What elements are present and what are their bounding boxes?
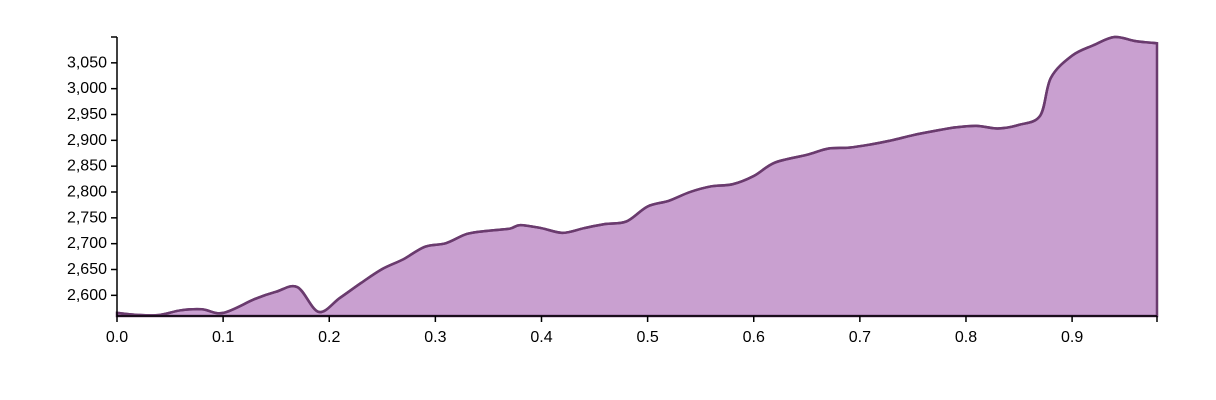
- y-tick-label: 2,800: [67, 184, 107, 201]
- area-fill: [115, 35, 1159, 318]
- x-tick-label: 0.3: [424, 329, 446, 346]
- x-tick-label: 0.2: [318, 329, 340, 346]
- x-tick-label: 0.9: [1061, 329, 1083, 346]
- area-line: [116, 35, 1158, 317]
- plot-area: [115, 35, 1159, 318]
- y-tick-label: 2,650: [67, 261, 107, 278]
- x-tick-label: 0.4: [530, 329, 552, 346]
- y-tick-label: 2,700: [67, 235, 107, 252]
- x-tick-label: 0.5: [636, 329, 658, 346]
- x-tick-label: 0.8: [955, 329, 977, 346]
- x-axis: 0.0 0.1 0.2 0.3 0.4 0.5 0.6 0.7 0.8 0.9: [106, 315, 1158, 346]
- y-tick-label: 2,850: [67, 158, 107, 175]
- y-tick-label: 2,950: [67, 106, 107, 123]
- y-tick-label: 2,750: [67, 209, 107, 226]
- y-tick-label: 2,900: [67, 132, 107, 149]
- x-tick-label: 0.1: [212, 329, 234, 346]
- x-tick-label: 0.7: [849, 329, 871, 346]
- y-axis: 2,600 2,650 2,700 2,750 2,800 2,850 2,900 2,950…: [67, 36, 118, 316]
- y-tick-label: 3,000: [67, 80, 107, 97]
- y-tick-label: 3,050: [67, 54, 107, 71]
- x-tick-label: 0.6: [743, 329, 765, 346]
- y-tick-label: 2,600: [67, 287, 107, 304]
- x-tick-label: 0.0: [106, 329, 128, 346]
